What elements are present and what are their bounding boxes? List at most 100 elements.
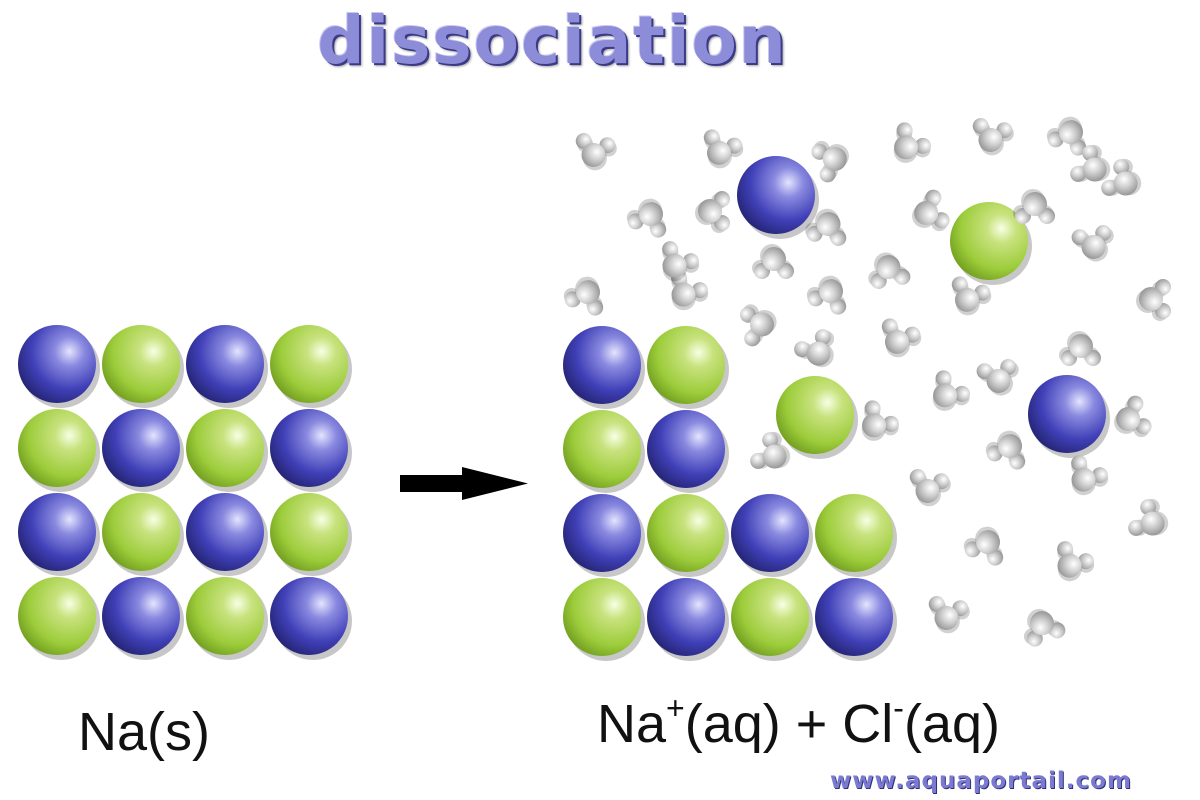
water-molecule: [703, 129, 744, 169]
ion-sphere: [737, 156, 815, 234]
oxygen-atom: [884, 329, 909, 354]
hydrogen-atom: [1101, 179, 1118, 196]
oxygen-atom: [806, 341, 831, 366]
oxygen-atom: [986, 368, 1011, 393]
hydrogen-atom: [1071, 455, 1088, 472]
oxygen-atom: [914, 201, 939, 226]
ion-sphere: [186, 577, 264, 655]
sodium-ion: [18, 493, 100, 576]
oxygen-atom: [915, 478, 940, 503]
ion-sphere: [731, 578, 809, 656]
water-molecule: [893, 122, 931, 163]
ion-sphere: [18, 493, 96, 571]
hydrogen-atom: [953, 385, 970, 402]
water-molecule: [868, 252, 911, 289]
oxygen-atom: [894, 135, 919, 160]
chloride-ion: [815, 494, 897, 577]
water-molecule: [909, 469, 951, 507]
reaction-arrow: [400, 467, 528, 500]
ion-sphere: [270, 409, 348, 487]
hydrogen-atom: [1082, 145, 1099, 162]
hydrogen-atom: [691, 282, 708, 299]
sodium-ion: [737, 156, 819, 239]
sodium-ion: [647, 410, 729, 493]
water-molecule: [881, 318, 922, 358]
oxygen-atom: [1057, 553, 1082, 578]
oxygen-atom: [706, 140, 731, 165]
oxygen-atom: [976, 530, 1001, 555]
sodium-ion: [186, 325, 268, 408]
water-molecules: [563, 116, 1171, 647]
water-molecule: [811, 140, 849, 183]
ion-sphere: [102, 409, 180, 487]
chloride-ion: [731, 578, 813, 661]
water-molecule: [750, 431, 791, 469]
label-solid: Na(s): [78, 702, 210, 762]
sodium-ion: [815, 578, 897, 661]
chloride-ion: [270, 493, 352, 576]
sodium-ion: [270, 409, 352, 492]
hydrogen-atom: [896, 122, 913, 139]
oxygen-atom: [862, 413, 887, 438]
hydrogen-atom: [914, 137, 931, 154]
water-molecule: [1013, 189, 1055, 224]
water-molecule: [912, 189, 950, 232]
water-molecule: [662, 241, 700, 282]
ion-sphere: [18, 577, 96, 655]
ion-sphere: [270, 577, 348, 655]
water-molecule: [963, 526, 1004, 566]
water-molecule: [794, 329, 835, 368]
hydrogen-atom: [1128, 519, 1145, 536]
water-molecule: [951, 276, 992, 316]
sodium-ion: [102, 577, 184, 660]
sodium-ion: [18, 325, 100, 408]
water-molecule: [861, 400, 899, 441]
oxygen-atom: [762, 444, 787, 469]
hydrogen-atom: [814, 329, 831, 346]
chloride-ion: [186, 577, 268, 660]
oxygen-atom: [998, 434, 1023, 459]
hydrogen-atom: [662, 241, 679, 258]
water-molecule: [1057, 541, 1095, 582]
oxygen-atom: [581, 142, 606, 167]
hydrogen-atom: [864, 400, 881, 417]
oxygen-atom: [671, 282, 696, 307]
chloride-ion: [950, 202, 1032, 285]
ion-sphere: [647, 494, 725, 572]
ion-sphere: [950, 202, 1028, 280]
ion-sphere: [815, 578, 893, 656]
ion-sphere: [186, 325, 264, 403]
water-molecule: [985, 430, 1026, 470]
water-molecule: [626, 198, 667, 238]
chloride-ion: [186, 409, 268, 492]
hydrogen-atom: [882, 415, 899, 432]
water-molecule: [1101, 158, 1142, 196]
sodium-ion: [102, 409, 184, 492]
label-aqueous: Na+(aq) + Cl-(aq): [597, 690, 1000, 754]
hydrogen-atom: [935, 370, 952, 387]
oxygen-atom: [1059, 120, 1084, 145]
hydrogen-atom: [1057, 541, 1074, 558]
hydrogen-atom: [750, 452, 767, 469]
water-molecule: [575, 133, 617, 171]
water-molecule: [563, 276, 604, 316]
oxygen-atom: [662, 253, 687, 278]
hydrogen-atom: [1091, 467, 1108, 484]
ion-sphere: [186, 493, 264, 571]
water-molecule: [805, 208, 847, 246]
watermark-text: www.aquaportail.com: [830, 768, 1132, 794]
chloride-ion: [18, 409, 100, 492]
oxygen-atom: [876, 255, 901, 280]
chloride-ion: [647, 494, 729, 577]
sodium-ion: [186, 493, 268, 576]
water-molecule: [695, 191, 730, 233]
water-molecule: [806, 275, 847, 315]
oxygen-atom: [1116, 407, 1141, 432]
sodium-ion: [563, 326, 645, 409]
ion-sphere: [563, 326, 641, 404]
oxygen-atom: [1029, 611, 1054, 636]
chloride-ion: [647, 326, 729, 409]
oxygen-atom: [1069, 334, 1093, 358]
hydrogen-atom: [1077, 553, 1094, 570]
